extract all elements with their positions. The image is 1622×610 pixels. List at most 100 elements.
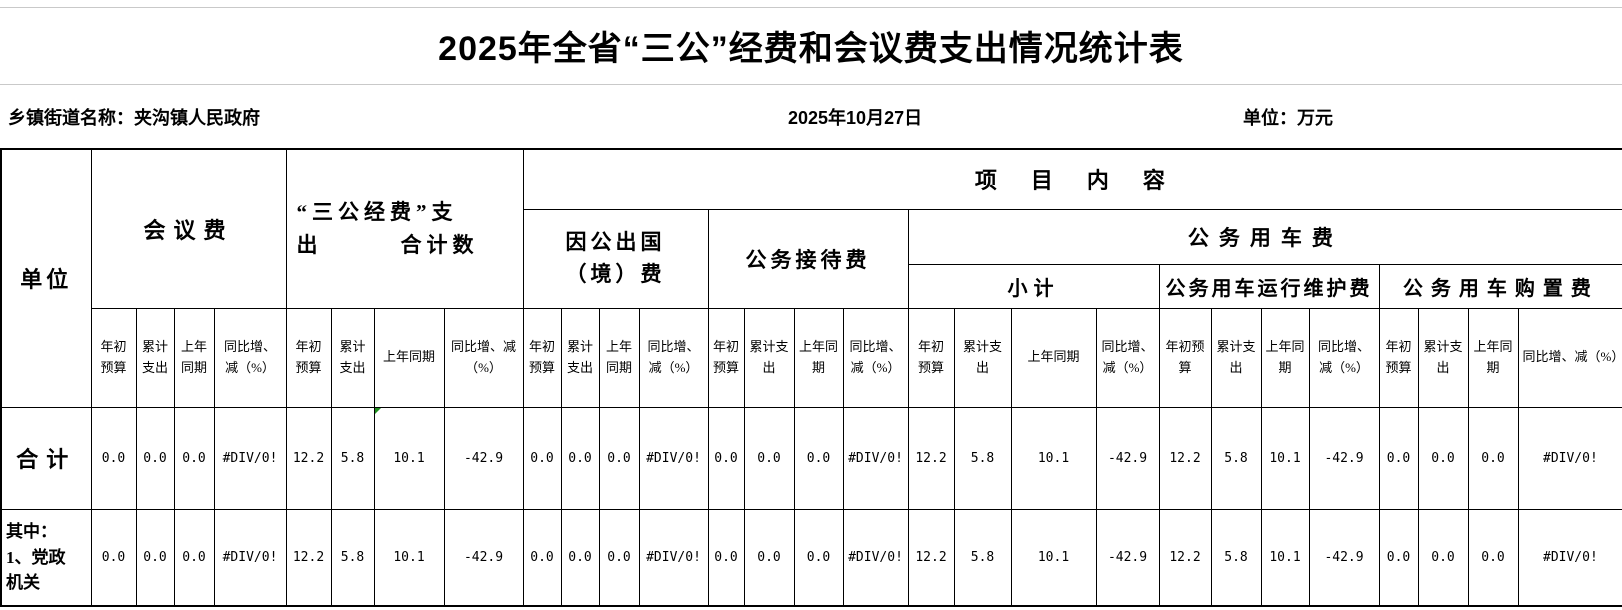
value-cell[interactable]: 12.2 <box>907 406 955 510</box>
row-label-party-gov[interactable]: 其中： 1、党政 机关 <box>0 508 92 607</box>
value-cell[interactable]: 0.0 <box>560 508 600 607</box>
value-cell[interactable]: 0.0 <box>1378 508 1419 607</box>
value-cell[interactable]: 0.0 <box>1467 406 1519 510</box>
value-cell[interactable]: -42.9 <box>443 508 524 607</box>
header-project-content[interactable]: 项 目 内 容 <box>522 148 1622 210</box>
value-cell[interactable]: 0.0 <box>560 406 600 510</box>
column-header[interactable]: 同比增、减（%） <box>638 307 709 408</box>
value-cell[interactable]: #DIV/0! <box>213 406 287 510</box>
column-header[interactable]: 同比增、减（%） <box>1308 307 1380 408</box>
column-header[interactable]: 同比增、减（%） <box>443 307 524 408</box>
value-cell[interactable]: -42.9 <box>1095 406 1160 510</box>
value-cell[interactable]: 5.8 <box>953 406 1012 510</box>
value-cell[interactable]: 5.8 <box>330 406 375 510</box>
column-header[interactable]: 上年同期 <box>598 307 640 408</box>
value-cell[interactable]: #DIV/0! <box>842 508 909 607</box>
value-cell[interactable]: -42.9 <box>443 406 524 510</box>
value-cell[interactable]: 12.2 <box>907 508 955 607</box>
value-cell[interactable]: -42.9 <box>1095 508 1160 607</box>
value-cell[interactable]: 0.0 <box>90 406 137 510</box>
header-reception-fee[interactable]: 公务接待费 <box>707 208 909 309</box>
column-header[interactable]: 累计支出 <box>330 307 375 408</box>
column-header[interactable]: 年初预算 <box>1378 307 1419 408</box>
value-cell[interactable]: 10.1 <box>1010 508 1097 607</box>
value-cell[interactable]: 10.1 <box>373 508 445 607</box>
header-vehicle-purchase[interactable]: 公务用车购置费 <box>1378 263 1622 309</box>
value-cell[interactable]: #DIV/0! <box>638 406 709 510</box>
value-cell[interactable]: #DIV/0! <box>213 508 287 607</box>
column-header[interactable]: 累计支出 <box>743 307 795 408</box>
value-cell[interactable]: 0.0 <box>173 508 215 607</box>
value-cell[interactable]: #DIV/0! <box>638 508 709 607</box>
value-cell[interactable]: 0.0 <box>173 406 215 510</box>
column-header[interactable]: 年初预算 <box>707 307 745 408</box>
value-cell[interactable]: 12.2 <box>1158 406 1212 510</box>
value-cell[interactable]: 0.0 <box>522 508 562 607</box>
column-header[interactable]: 上年同期 <box>793 307 844 408</box>
column-header[interactable]: 累计支出 <box>135 307 175 408</box>
column-header[interactable]: 累计支出 <box>1210 307 1262 408</box>
column-header[interactable]: 上年同期 <box>1010 307 1097 408</box>
column-header[interactable]: 年初预算 <box>285 307 332 408</box>
value-cell[interactable]: 0.0 <box>1417 508 1469 607</box>
value-cell[interactable]: 12.2 <box>1158 508 1212 607</box>
corner-header-unit[interactable]: 单位 <box>0 148 92 408</box>
header-abroad-fee[interactable]: 因公出国 （境）费 <box>522 208 709 309</box>
column-header[interactable]: 同比增、减（%） <box>1517 307 1622 408</box>
column-header[interactable]: 年初预算 <box>522 307 562 408</box>
value-cell[interactable]: 0.0 <box>743 406 795 510</box>
value-cell[interactable]: 0.0 <box>90 508 137 607</box>
column-header[interactable]: 同比增、减（%） <box>1095 307 1160 408</box>
header-vehicle-maintenance[interactable]: 公务用车运行维护费 <box>1158 263 1380 309</box>
value-cell[interactable]: 5.8 <box>953 508 1012 607</box>
value-cell[interactable]: #DIV/0! <box>842 406 909 510</box>
column-header[interactable]: 年初预算 <box>907 307 955 408</box>
header-vehicle-subtotal[interactable]: 小计 <box>907 263 1160 309</box>
org-name-label: 乡镇街道名称：夹沟镇人民政府 <box>8 108 260 128</box>
header-vehicle-fee[interactable]: 公务用车费 <box>907 208 1622 265</box>
row-label-total[interactable]: 合计 <box>0 406 92 510</box>
column-header[interactable]: 上年同期 <box>173 307 215 408</box>
column-header[interactable]: 同比增、减（%） <box>842 307 909 408</box>
value-cell[interactable]: 0.0 <box>598 508 640 607</box>
column-header[interactable]: 同比增、减（%） <box>213 307 287 408</box>
value-cell[interactable]: 10.1 <box>1260 508 1310 607</box>
column-header[interactable]: 累计支出 <box>1417 307 1469 408</box>
title-divider-line <box>0 84 1622 85</box>
column-header[interactable]: 年初预算 <box>1158 307 1212 408</box>
column-header[interactable]: 累计支出 <box>953 307 1012 408</box>
report-date: 2025年10月27日 <box>788 108 923 128</box>
value-cell[interactable]: 0.0 <box>743 508 795 607</box>
value-cell[interactable]: 0.0 <box>522 406 562 510</box>
value-cell[interactable]: #DIV/0! <box>1517 508 1622 607</box>
value-cell[interactable]: 0.0 <box>793 406 844 510</box>
value-cell[interactable]: 12.2 <box>285 406 332 510</box>
value-cell[interactable]: 0.0 <box>135 508 175 607</box>
value-cell[interactable]: 0.0 <box>793 508 844 607</box>
column-header[interactable]: 上年同期 <box>373 307 445 408</box>
header-three-public-total[interactable]: “三公经费”支 出 合计数 <box>285 148 524 309</box>
column-header[interactable]: 累计支出 <box>560 307 600 408</box>
column-header[interactable]: 上年同期 <box>1260 307 1310 408</box>
header-meeting-fee[interactable]: 会议费 <box>90 148 287 309</box>
value-cell[interactable]: 0.0 <box>598 406 640 510</box>
value-cell[interactable]: 0.0 <box>707 508 745 607</box>
column-header[interactable]: 上年同期 <box>1467 307 1519 408</box>
value-cell[interactable]: 0.0 <box>1467 508 1519 607</box>
value-cell[interactable]: 0.0 <box>1417 406 1469 510</box>
value-cell[interactable]: 5.8 <box>1210 406 1262 510</box>
page-title: 2025年全省“三公”经费和会议费支出情况统计表 <box>438 30 1184 68</box>
value-cell[interactable]: -42.9 <box>1308 406 1380 510</box>
value-cell[interactable]: #DIV/0! <box>1517 406 1622 510</box>
column-header[interactable]: 年初预算 <box>90 307 137 408</box>
value-cell[interactable]: 5.8 <box>1210 508 1262 607</box>
value-cell[interactable]: 10.1 <box>373 406 445 510</box>
value-cell[interactable]: -42.9 <box>1308 508 1380 607</box>
value-cell[interactable]: 0.0 <box>135 406 175 510</box>
value-cell[interactable]: 0.0 <box>1378 406 1419 510</box>
value-cell[interactable]: 12.2 <box>285 508 332 607</box>
value-cell[interactable]: 10.1 <box>1010 406 1097 510</box>
value-cell[interactable]: 5.8 <box>330 508 375 607</box>
value-cell[interactable]: 10.1 <box>1260 406 1310 510</box>
value-cell[interactable]: 0.0 <box>707 406 745 510</box>
